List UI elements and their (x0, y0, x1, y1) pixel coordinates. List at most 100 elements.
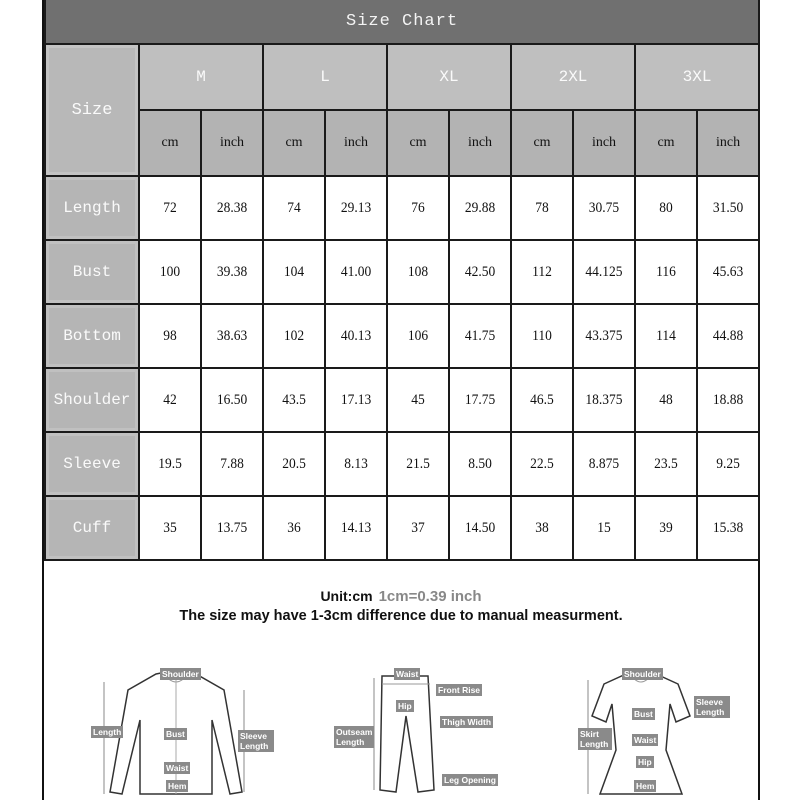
measurement-cell: 18.88 (699, 367, 757, 433)
measurement-cell: 45 (389, 367, 447, 433)
measurement-cell: 98 (141, 303, 199, 369)
measurement-cell: 22.5 (513, 431, 571, 497)
measurement-cell: 44.125 (575, 239, 633, 305)
measurement-cell: 74 (265, 175, 323, 241)
unit-cm-header: cm (386, 109, 450, 177)
measurement-cell: 110 (513, 303, 571, 369)
measurement-cell: 16.50 (203, 367, 261, 433)
measurement-cell: 39.38 (203, 239, 261, 305)
dress-diagram: Shoulder Sleeve Length Bust Skirt Length… (552, 660, 732, 800)
label-shoulder: Shoulder (160, 668, 201, 680)
measurement-cell: 41.00 (327, 239, 385, 305)
measurement-cell: 42 (141, 367, 199, 433)
measurement-cell: 8.875 (575, 431, 633, 497)
measurement-cell: 20.5 (265, 431, 323, 497)
difference-note: The size may have 1-3cm difference due t… (179, 608, 623, 624)
measurement-cell: 38.63 (203, 303, 261, 369)
unit-text: Unit:cm (320, 588, 373, 604)
measurement-cell: 46.5 (513, 367, 571, 433)
label-front-rise: Front Rise (436, 684, 483, 696)
unit-inch-header: inch (324, 109, 388, 177)
label-hem: Hem (634, 780, 657, 792)
label-leg-opening: Leg Opening (442, 774, 498, 786)
measurement-cell: 21.5 (389, 431, 447, 497)
unit-header-row: cm inch cm inch cm inch cm inch cm inch (45, 109, 761, 177)
measurement-cell: 72 (141, 175, 199, 241)
measurement-cell: 31.50 (699, 175, 757, 241)
size-2xl-header: 2XL (510, 43, 636, 111)
measurement-cell: 23.5 (637, 431, 695, 497)
measurement-cell: 106 (389, 303, 447, 369)
table-row: Bottom 98 38.63 102 40.13 106 41.75 110 43.375 11… (44, 303, 759, 369)
measurement-cell: 18.375 (575, 367, 633, 433)
measurement-cell: 78 (513, 175, 571, 241)
label-waist: Waist (164, 762, 191, 774)
shirt-diagram: Shoulder Length Bust Sleeve Length Waist… (91, 660, 274, 800)
unit-cm-header: cm (634, 109, 698, 177)
label-shoulder: Shoulder (622, 668, 663, 680)
row-label-length: Length (44, 175, 140, 241)
measurement-notes: Unit:cm 1cm=0.39 inch The size may have 1… (44, 588, 758, 624)
size-column-header: Size (44, 43, 140, 177)
measurement-cell: 44.88 (699, 303, 757, 369)
label-thigh-width: Thigh Width (440, 716, 494, 728)
table-row: Sleeve 19.5 7.88 20.5 8.13 21.5 8.50 22.5 8.875 2… (44, 431, 759, 497)
label-waist: Waist (394, 668, 421, 680)
row-label-bust: Bust (44, 239, 140, 305)
measurement-cell: 7.88 (203, 431, 261, 497)
measurement-cell: 37 (389, 495, 447, 561)
measurement-cell: 19.5 (141, 431, 199, 497)
measurement-cell: 114 (637, 303, 695, 369)
measurement-cell: 41.75 (451, 303, 509, 369)
measurement-cell: 35 (141, 495, 199, 561)
label-sleeve-length: Sleeve Length (238, 730, 274, 752)
unit-inch-header: inch (572, 109, 636, 177)
table-row: Cuff 35 13.75 36 14.13 37 14.50 38 15 39 15.38 (44, 495, 759, 561)
unit-inch-header: inch (448, 109, 512, 177)
measurement-cell: 112 (513, 239, 571, 305)
measurement-cell: 104 (265, 239, 323, 305)
measurement-cell: 29.88 (451, 175, 509, 241)
measurement-cell: 43.5 (265, 367, 323, 433)
measurement-cell: 28.38 (203, 175, 261, 241)
unit-line: Unit:cm 1cm=0.39 inch (44, 588, 758, 605)
measurement-cell: 29.13 (327, 175, 385, 241)
chart-title: Size Chart (43, 0, 761, 45)
label-hip: Hip (396, 700, 414, 712)
label-skirt-length: Skirt Length (578, 728, 612, 750)
measurement-cell: 15 (575, 495, 633, 561)
size-chart: Size Chart Size M L XL 2XL 3XL cm inch cm inch cm i… (42, 0, 761, 800)
unit-inch-header: inch (695, 109, 761, 177)
measurement-cell: 17.75 (451, 367, 509, 433)
label-hem: Hem (166, 780, 189, 792)
unit-cm-header: cm (138, 109, 202, 177)
label-sleeve-length: Sleeve Length (694, 696, 730, 718)
size-l-header: L (262, 43, 388, 111)
measurement-cell: 36 (265, 495, 323, 561)
measurement-cell: 40.13 (327, 303, 385, 369)
measurement-cell: 15.38 (699, 495, 757, 561)
row-label-cuff: Cuff (44, 495, 140, 561)
measurement-cell: 17.13 (327, 367, 385, 433)
size-m-header: M (138, 43, 264, 111)
table-row: Shoulder 42 16.50 43.5 17.13 45 17.75 46.5 18.37… (44, 367, 759, 433)
label-waist: Waist (632, 734, 659, 746)
label-outseam-length: Outseam Length (334, 726, 374, 748)
measurement-cell: 14.50 (451, 495, 509, 561)
row-label-shoulder: Shoulder (44, 367, 140, 433)
measurement-cell: 38 (513, 495, 571, 561)
measurement-cell: 108 (389, 239, 447, 305)
row-label-sleeve: Sleeve (44, 431, 140, 497)
unit-cm-header: cm (262, 109, 326, 177)
measurement-cell: 116 (637, 239, 695, 305)
measurement-cell: 42.50 (451, 239, 509, 305)
measurement-cell: 9.25 (699, 431, 757, 497)
pants-diagram: Waist Front Rise Hip Thigh Width Outseam… (334, 660, 504, 800)
row-label-bottom: Bottom (44, 303, 140, 369)
conversion-text: 1cm=0.39 inch (378, 588, 482, 605)
size-xl-header: XL (386, 43, 512, 111)
measurement-cell: 76 (389, 175, 447, 241)
unit-inch-header: inch (200, 109, 264, 177)
unit-cm-header: cm (510, 109, 574, 177)
measurement-cell: 30.75 (575, 175, 633, 241)
